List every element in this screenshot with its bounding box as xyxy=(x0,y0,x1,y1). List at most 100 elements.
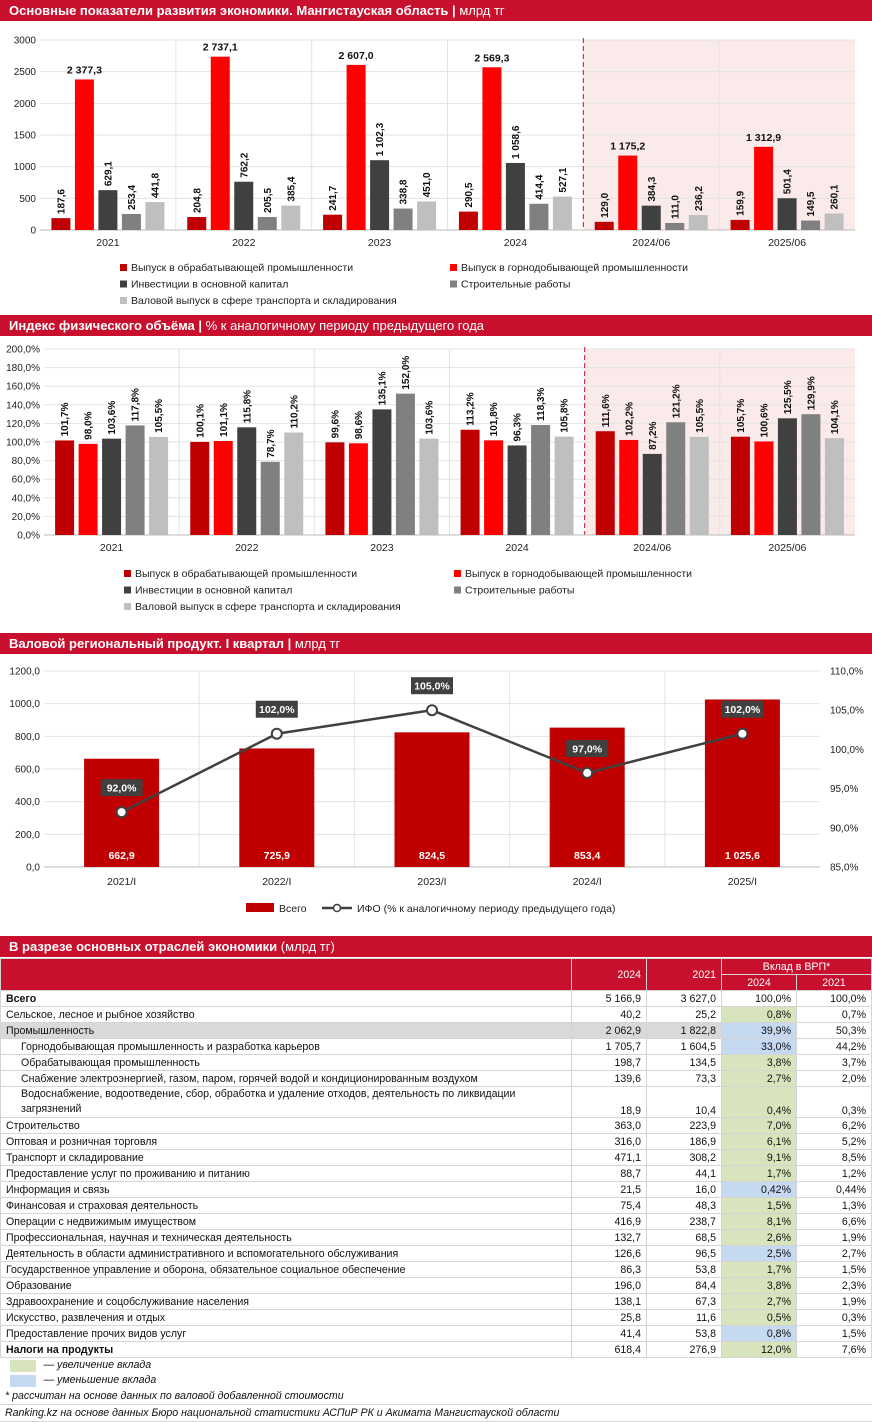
row-label: Искусство, развлечения и отдых xyxy=(0,1309,572,1326)
row-label: Здравоохранение и соцобслуживание населе… xyxy=(0,1293,572,1310)
data-label: 98,0% xyxy=(84,411,95,439)
data-label: 290,5 xyxy=(464,182,475,207)
data-label: 135,1% xyxy=(377,371,388,405)
bar xyxy=(507,445,527,535)
y-tick-label: 100,0% xyxy=(6,438,40,449)
cell-s2021: 0,3% xyxy=(796,1086,872,1118)
row-label: Всего xyxy=(0,990,572,1007)
bar xyxy=(323,214,343,230)
x-tick-label: 2025/06 xyxy=(768,237,806,249)
cell-s2021: 8,5% xyxy=(796,1149,872,1166)
cell-s2021: 1,5% xyxy=(796,1325,872,1342)
cell-s2024: 3,8% xyxy=(721,1277,797,1294)
table-row: Деятельность в области административного… xyxy=(0,1245,872,1262)
bar xyxy=(78,443,98,535)
cell-s2021: 0,7% xyxy=(796,1006,872,1023)
data-label: 98,6% xyxy=(354,411,365,439)
legend-label: Выпуск в обрабатывающей промышленности xyxy=(135,568,357,580)
bar xyxy=(187,217,207,230)
data-label: 152,0% xyxy=(401,356,412,390)
data-label: 115,8% xyxy=(242,390,253,423)
bar xyxy=(482,67,502,230)
cell-v2021: 134,5 xyxy=(646,1054,722,1071)
cell-s2024: 0,5% xyxy=(721,1309,797,1326)
data-label: 1 058,6 xyxy=(511,125,522,159)
y-tick-label: 2000 xyxy=(14,99,37,110)
cell-s2021: 1,9% xyxy=(796,1293,872,1310)
bar xyxy=(190,441,210,535)
sub-col-2021: 2021 xyxy=(796,974,872,991)
bar xyxy=(730,436,750,535)
section-1-header: Основные показатели развития экономики. … xyxy=(0,0,872,22)
section-1-title: Основные показатели развития экономики. … xyxy=(9,3,449,18)
bar xyxy=(51,218,71,230)
data-label: 2 607,0 xyxy=(339,50,374,62)
cell-v2021: 44,1 xyxy=(646,1165,722,1182)
data-label: 725,9 xyxy=(264,850,290,862)
group-header: Вклад в ВРП* xyxy=(721,958,872,975)
chart-2-container: 0,0% 20,0% 40,0% 60,0% 80,0% 100,0% 120,0% 140,… xyxy=(0,337,872,633)
data-label: 501,4 xyxy=(783,169,794,194)
row-label: Оптовая и розничная торговля xyxy=(0,1133,572,1150)
data-label: 101,7% xyxy=(60,402,71,436)
data-label: 527,1 xyxy=(558,167,569,192)
y-tick-label: 180,0% xyxy=(6,363,40,374)
data-label: 99,6% xyxy=(330,410,341,438)
bar xyxy=(595,431,615,535)
row-label: Финансовая и страховая деятельность xyxy=(0,1197,572,1214)
data-label: 100,1% xyxy=(195,404,206,438)
legend-decrease: — уменьшение вклада xyxy=(1,1373,872,1388)
x-tick-label: 2022/I xyxy=(262,876,291,888)
bar xyxy=(395,393,415,535)
data-label: 1 102,3 xyxy=(375,122,386,156)
y2-tick-label: 85,0% xyxy=(830,863,858,874)
cell-v2024: 416,9 xyxy=(571,1213,647,1230)
y-tick-label: 400,0 xyxy=(15,797,40,808)
data-label: 101,8% xyxy=(489,402,500,436)
y-tick-label: 1000 xyxy=(14,162,37,173)
col-2024: 2024 xyxy=(571,958,647,991)
bar xyxy=(348,443,368,535)
y-tick-label: 200,0% xyxy=(6,345,40,356)
x-tick-label: 2021 xyxy=(96,237,120,249)
cell-s2024: 2,6% xyxy=(721,1229,797,1246)
bar xyxy=(531,424,551,535)
data-label: 118,3% xyxy=(536,388,547,421)
ifo-label: 92,0% xyxy=(107,783,137,795)
cell-v2021: 238,7 xyxy=(646,1213,722,1230)
legend-swatch-bar xyxy=(246,903,274,912)
cell-v2024: 2 062,9 xyxy=(571,1022,647,1039)
bar xyxy=(618,155,638,230)
cell-s2024: 7,0% xyxy=(721,1117,797,1134)
table-row: Промышленность 2 062,9 1 822,8 39,9% 50,3% xyxy=(0,1022,872,1039)
legend-swatch xyxy=(450,264,457,271)
cell-s2024: 2,7% xyxy=(721,1070,797,1087)
row-label: Предоставление услуг по проживанию и пит… xyxy=(0,1165,572,1182)
y-tick-label: 2500 xyxy=(14,67,37,78)
y-tick-label: 3000 xyxy=(14,36,37,47)
cell-v2024: 139,6 xyxy=(571,1070,647,1087)
table-row: Финансовая и страховая деятельность 75,4 4… xyxy=(0,1197,872,1214)
bar xyxy=(98,190,118,230)
table-row: Здравоохранение и соцобслуживание населе… xyxy=(0,1293,872,1310)
cell-s2021: 1,2% xyxy=(796,1165,872,1182)
cell-v2024: 41,4 xyxy=(571,1325,647,1342)
cell-v2021: 223,9 xyxy=(646,1117,722,1134)
cell-v2024: 21,5 xyxy=(571,1181,647,1198)
bar xyxy=(824,438,844,535)
cell-s2021: 0,3% xyxy=(796,1309,872,1326)
ifo-label: 105,0% xyxy=(414,681,450,693)
cell-s2024: 0,8% xyxy=(721,1006,797,1023)
y2-tick-label: 105,0% xyxy=(830,706,864,717)
data-label: 1 312,9 xyxy=(746,132,781,144)
row-label: Горнодобывающая промышленность и разрабо… xyxy=(0,1038,572,1055)
bar xyxy=(346,64,366,230)
table-row: Налоги на продукты 618,4 276,9 12,0% 7,6% xyxy=(0,1341,872,1358)
x-tick-label: 2021/I xyxy=(107,876,136,888)
legend-swatch xyxy=(124,603,131,610)
data-label: 105,5% xyxy=(695,399,706,433)
legend-decrease-label: — уменьшение вклада xyxy=(43,1374,157,1387)
data-label: 110,2% xyxy=(289,395,300,428)
x-tick-label: 2024/06 xyxy=(633,542,671,554)
bar xyxy=(239,748,315,867)
